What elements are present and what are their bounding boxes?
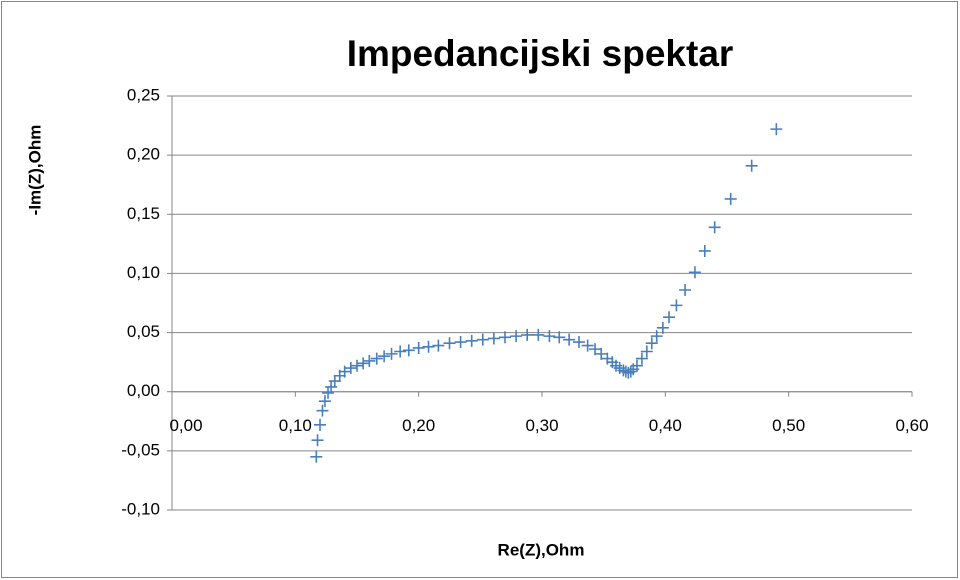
data-point: [465, 334, 478, 347]
data-point: [363, 354, 376, 367]
data-point: [432, 339, 445, 352]
x-tick-label: 0,10: [279, 416, 312, 435]
data-point: [311, 434, 324, 447]
data-point: [708, 221, 721, 234]
data-point: [670, 299, 683, 312]
data-point: [443, 337, 456, 350]
data-point: [378, 350, 391, 363]
data-point: [630, 359, 643, 372]
data-point: [724, 192, 737, 205]
data-point: [422, 340, 435, 353]
data-point: [328, 375, 341, 388]
data-point: [698, 244, 711, 257]
x-tick-label: 0,20: [402, 416, 435, 435]
data-point: [344, 362, 357, 375]
data-point: [543, 330, 556, 343]
y-tick-label: 0,05: [127, 322, 160, 341]
data-point: [624, 365, 637, 378]
data-point: [595, 347, 608, 360]
data-point: [357, 357, 370, 370]
y-tick-label: -0,10: [121, 499, 160, 518]
data-point: [394, 345, 407, 358]
data-point: [745, 159, 758, 172]
data-point: [412, 341, 425, 354]
y-axis-label: -Im(Z),Ohm: [25, 125, 44, 216]
data-point: [581, 339, 594, 352]
y-tick-label: 0,15: [127, 204, 160, 223]
data-point: [322, 386, 335, 399]
data-point: [532, 328, 545, 341]
data-point: [310, 450, 323, 463]
data-point: [338, 365, 351, 378]
x-axis-label: Re(Z),Ohm: [498, 540, 585, 559]
data-point: [635, 352, 648, 365]
y-tick-label: 0,20: [127, 145, 160, 164]
data-point: [553, 331, 566, 344]
x-tick-label: 0,00: [169, 416, 202, 435]
y-tick-label: 0,25: [127, 85, 160, 104]
data-point: [679, 283, 692, 296]
x-tick-label: 0,50: [772, 416, 805, 435]
data-point: [487, 332, 500, 345]
data-point: [476, 333, 489, 346]
data-point: [521, 328, 534, 341]
data-point: [314, 418, 326, 431]
x-tick-label: 0,60: [895, 416, 928, 435]
data-point: [454, 336, 467, 349]
data-point: [563, 333, 576, 346]
y-tick-label: -0,05: [121, 440, 160, 459]
data-point: [385, 347, 398, 360]
data-point: [510, 330, 523, 343]
data-point: [499, 331, 511, 344]
data-point: [656, 321, 669, 334]
x-tick-label: 0,40: [649, 416, 682, 435]
data-point: [573, 336, 585, 349]
data-point: [589, 343, 602, 356]
data-point: [650, 330, 663, 343]
data-point: [645, 337, 658, 350]
data-point: [617, 364, 630, 377]
data-point: [640, 345, 653, 358]
data-point: [688, 266, 701, 279]
data-point: [402, 344, 415, 357]
chart-title: Impedancijski spektar: [347, 33, 734, 74]
data-point: [318, 395, 331, 408]
data-point: [316, 404, 329, 417]
data-point: [370, 352, 383, 365]
data-point: [770, 123, 783, 136]
y-tick-label: 0,00: [127, 381, 160, 400]
data-point: [351, 359, 363, 372]
x-tick-label: 0,30: [525, 416, 558, 435]
y-tick-label: 0,10: [127, 263, 160, 282]
data-point: [663, 311, 676, 324]
